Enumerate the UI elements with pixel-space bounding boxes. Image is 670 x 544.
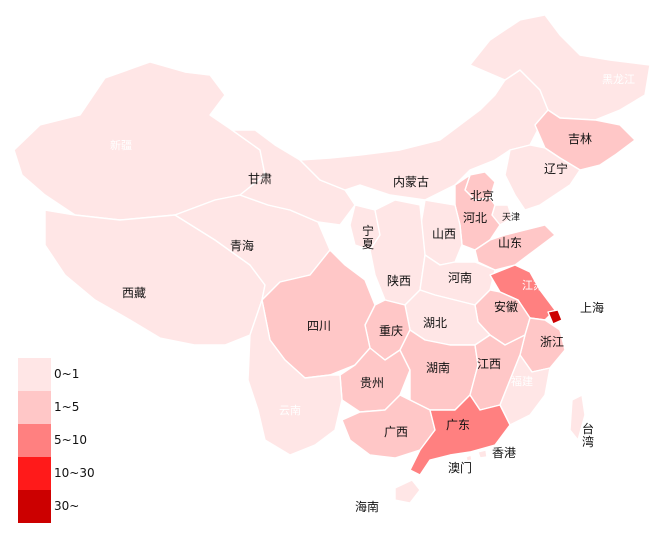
label-neimenggu: 内蒙古 — [393, 174, 429, 189]
label-hongkong: 香港 — [492, 446, 516, 460]
label-zhejiang: 浙江 — [540, 335, 564, 349]
province-yunnan[interactable] — [247, 299, 343, 456]
province-taiwan[interactable] — [569, 394, 586, 441]
label-guizhou: 贵州 — [360, 376, 384, 390]
label-ning: 宁 — [362, 223, 374, 238]
legend-label: 0~1 — [54, 367, 80, 381]
label-fujian: 福建 — [511, 374, 533, 388]
label-jilin: 吉林 — [568, 132, 592, 146]
legend-label: 30~ — [54, 499, 80, 513]
legend-swatch — [18, 358, 51, 391]
label-hunan: 湖南 — [426, 360, 450, 375]
label-macau: 澳门 — [448, 460, 472, 475]
province-shanghai[interactable] — [547, 309, 563, 325]
label-xia: 夏 — [362, 237, 374, 251]
legend-swatch — [18, 457, 51, 490]
label-shanghai: 上海 — [580, 300, 604, 315]
province-guangdong[interactable] — [409, 394, 511, 476]
legend-swatch — [18, 424, 51, 457]
province-macau[interactable] — [465, 454, 473, 462]
label-chongqing: 重庆 — [379, 324, 403, 338]
label-henan: 河南 — [448, 270, 472, 285]
province-hongkong[interactable] — [477, 449, 488, 459]
legend-swatch — [18, 391, 51, 424]
label-hebei: 河北 — [463, 211, 487, 225]
label-hainan: 海南 — [355, 499, 379, 514]
label-hubei: 湖北 — [423, 315, 447, 330]
label-heilongjiang: 黑龙江 — [602, 73, 635, 86]
label-wan: 湾 — [582, 434, 594, 449]
label-jiangxi: 江西 — [477, 357, 501, 371]
province-liaoning[interactable] — [504, 144, 581, 211]
label-xinjiang: 新疆 — [110, 138, 132, 152]
label-xizang: 西藏 — [122, 286, 146, 300]
legend-label: 5~10 — [54, 433, 87, 447]
label-shanxi: 山西 — [432, 227, 456, 241]
legend-swatch — [18, 490, 51, 523]
label-guangxi: 广西 — [384, 425, 408, 439]
label-shandong: 山东 — [498, 236, 522, 250]
province-xinjiang[interactable] — [13, 61, 266, 221]
province-hainan[interactable] — [394, 479, 421, 504]
province-shaanxi[interactable] — [369, 199, 426, 306]
province-heilongjiang[interactable] — [469, 14, 651, 121]
label-qinghai: 青海 — [230, 238, 254, 253]
label-jiangsu: 江苏 — [522, 279, 544, 292]
label-beijing: 北京 — [470, 189, 494, 203]
label-gansu: 甘肃 — [248, 172, 272, 186]
label-tianjin: 天津 — [502, 212, 520, 223]
legend-label: 10~30 — [54, 466, 95, 480]
label-shaanxi: 陕西 — [387, 273, 411, 288]
legend-label: 1~5 — [54, 400, 80, 414]
province-gansu[interactable] — [231, 129, 356, 226]
label-yunnan: 云南 — [279, 404, 301, 417]
label-sichuan: 四川 — [307, 319, 331, 333]
label-liaoning: 辽宁 — [544, 161, 568, 176]
label-tai: 台 — [582, 421, 594, 436]
label-anhui: 安徽 — [494, 299, 518, 314]
label-guangdong: 广东 — [446, 418, 470, 432]
